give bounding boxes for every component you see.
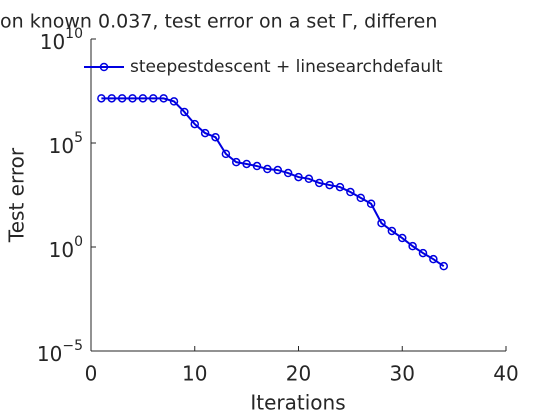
marker xyxy=(356,193,365,203)
marker xyxy=(200,128,210,138)
marker xyxy=(418,248,428,258)
marker xyxy=(180,107,189,117)
y-tick-base: 10 xyxy=(40,30,65,54)
y-tick-label: 100 xyxy=(49,234,83,262)
marker xyxy=(294,172,303,182)
y-tick-label: 10−5 xyxy=(37,338,83,366)
marker xyxy=(97,94,106,103)
marker xyxy=(346,187,355,197)
marker xyxy=(190,119,199,129)
marker xyxy=(159,94,168,103)
marker xyxy=(242,159,251,169)
y-tick-power: 10 xyxy=(65,26,83,42)
y-tick-base: 10 xyxy=(49,238,74,262)
marker xyxy=(149,94,158,103)
marker xyxy=(429,254,438,264)
y-tick-label: 105 xyxy=(49,130,83,158)
marker xyxy=(117,94,127,103)
y-tick-power: 0 xyxy=(74,234,83,250)
marker xyxy=(169,97,179,106)
marker xyxy=(211,132,220,142)
marker xyxy=(408,241,417,251)
x-tick-label: 10 xyxy=(182,362,207,386)
x-tick-label: 30 xyxy=(390,362,415,386)
y-tick-base: 10 xyxy=(37,342,62,366)
marker xyxy=(283,168,293,178)
legend-marker xyxy=(99,62,109,72)
marker xyxy=(232,157,241,167)
marker xyxy=(366,199,376,209)
marker xyxy=(398,233,407,243)
y-tick-power: 5 xyxy=(74,130,83,146)
marker xyxy=(252,161,262,171)
y-tick-power: −5 xyxy=(62,338,83,354)
legend-label: steepestdescent + linesearchdefault xyxy=(130,57,443,77)
x-tick-label: 20 xyxy=(286,362,311,386)
x-axis-label: Iterations xyxy=(250,391,345,415)
chart-title: on known 0.037, test error on a set Γ, d… xyxy=(0,11,437,33)
series-line xyxy=(101,97,445,267)
marker xyxy=(221,149,231,159)
marker xyxy=(138,94,148,103)
marker xyxy=(304,174,314,184)
marker xyxy=(377,218,386,228)
y-axis-label: Test error xyxy=(5,147,29,243)
marker xyxy=(439,261,448,271)
x-tick-label: 40 xyxy=(493,362,518,386)
marker xyxy=(263,164,272,174)
marker xyxy=(325,180,334,190)
marker xyxy=(273,165,282,175)
x-tick-label: 0 xyxy=(85,362,98,386)
marker xyxy=(107,94,116,103)
marker xyxy=(315,178,324,188)
marker xyxy=(128,94,137,103)
y-tick-base: 10 xyxy=(49,134,74,158)
y-tick-label: 1010 xyxy=(40,26,83,54)
marker xyxy=(335,182,345,192)
marker xyxy=(387,226,397,236)
